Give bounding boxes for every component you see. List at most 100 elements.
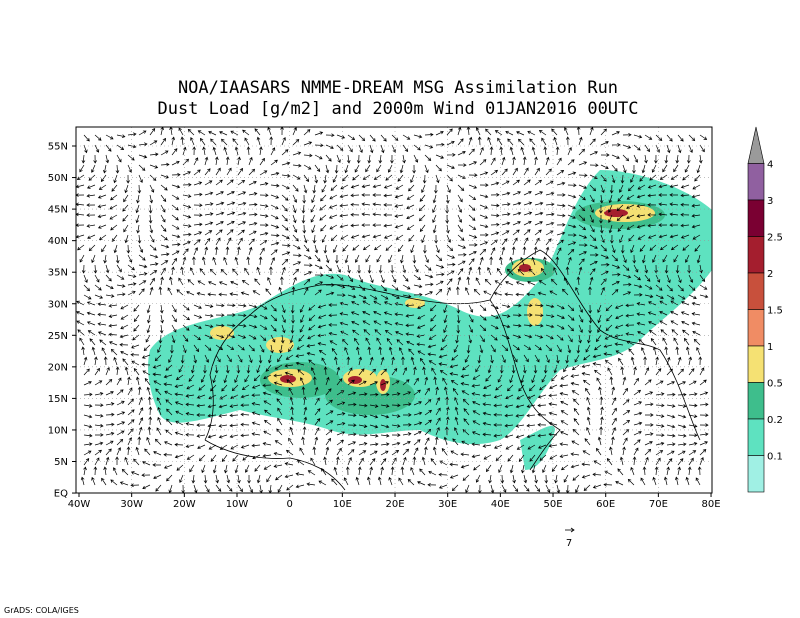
wind-arrow bbox=[358, 433, 368, 438]
wind-arrow bbox=[443, 304, 448, 314]
wind-arrow bbox=[190, 364, 195, 374]
wind-arrow bbox=[236, 364, 241, 374]
wind-arrow bbox=[145, 334, 151, 343]
wind-arrow bbox=[527, 130, 536, 136]
wind-arrow bbox=[352, 244, 360, 251]
wind-arrow bbox=[225, 156, 230, 166]
wind-arrow bbox=[670, 310, 679, 316]
wind-arrow bbox=[251, 393, 261, 398]
wind-arrow bbox=[336, 412, 346, 416]
wind-arrow bbox=[358, 392, 368, 397]
wind-arrow bbox=[534, 167, 540, 176]
wind-arrow bbox=[383, 184, 393, 189]
wind-arrow bbox=[565, 136, 570, 146]
wind-arrow bbox=[225, 364, 230, 374]
wind-arrow bbox=[477, 266, 482, 276]
wind-arrow bbox=[157, 406, 162, 416]
wind-arrow bbox=[446, 244, 454, 252]
wind-arrow bbox=[356, 346, 360, 356]
wind-arrow bbox=[567, 183, 577, 188]
wind-arrow bbox=[171, 160, 180, 166]
wind-arrow bbox=[633, 447, 639, 456]
wind-arrow bbox=[240, 433, 250, 438]
wind-arrow bbox=[328, 204, 338, 209]
wind-arrow bbox=[314, 436, 319, 446]
wind-arrow bbox=[367, 346, 372, 356]
wind-arrow bbox=[497, 374, 503, 383]
wind-arrow bbox=[378, 154, 383, 164]
wind-arrow bbox=[285, 449, 294, 456]
wind-arrow bbox=[340, 234, 349, 240]
wind-arrow bbox=[388, 346, 393, 356]
wind-arrow bbox=[644, 379, 652, 386]
wind-arrow bbox=[171, 304, 177, 313]
wind-arrow bbox=[655, 134, 663, 141]
wind-arrow bbox=[248, 168, 256, 176]
wind-arrow bbox=[171, 224, 180, 230]
wind-arrow bbox=[133, 314, 140, 323]
wind-arrow bbox=[698, 356, 703, 366]
wind-arrow bbox=[185, 394, 195, 398]
wind-arrow bbox=[457, 138, 464, 146]
wind-arrow bbox=[457, 163, 467, 167]
wind-arrow bbox=[253, 374, 261, 382]
wind-arrow bbox=[453, 344, 459, 353]
wind-arrow bbox=[270, 249, 278, 256]
wind-arrow bbox=[88, 244, 96, 252]
wind-arrow bbox=[166, 474, 173, 482]
wind-arrow bbox=[325, 164, 330, 174]
wind-arrow bbox=[320, 467, 327, 476]
wind-arrow bbox=[490, 304, 499, 310]
wind-arrow bbox=[652, 346, 657, 356]
wind-arrow bbox=[490, 213, 500, 218]
wind-arrow bbox=[402, 134, 411, 140]
wind-arrow bbox=[435, 142, 445, 147]
wind-arrow bbox=[446, 254, 456, 259]
wind-arrow bbox=[699, 402, 709, 407]
wind-arrow bbox=[193, 239, 201, 246]
wind-arrow bbox=[380, 294, 389, 300]
wind-arrow bbox=[531, 374, 536, 384]
wind-arrow bbox=[545, 334, 554, 340]
wind-arrow bbox=[115, 456, 119, 466]
wind-arrow bbox=[152, 364, 162, 369]
wind-arrow bbox=[522, 246, 527, 256]
wind-arrow bbox=[501, 334, 510, 340]
wind-arrow bbox=[362, 244, 371, 251]
wind-arrow bbox=[83, 380, 92, 386]
wind-arrow bbox=[105, 422, 115, 427]
wind-arrow bbox=[644, 423, 654, 427]
wind-arrow bbox=[149, 286, 154, 296]
wind-arrow bbox=[468, 161, 478, 166]
wind-arrow bbox=[325, 264, 332, 272]
wind-arrow bbox=[677, 414, 687, 419]
wind-arrow bbox=[171, 257, 177, 266]
wind-arrow bbox=[290, 416, 294, 426]
wind-arrow bbox=[259, 204, 269, 208]
wind-arrow bbox=[201, 464, 206, 474]
wind-arrow bbox=[281, 251, 291, 256]
wind-arrow bbox=[431, 367, 437, 376]
wind-arrow bbox=[306, 351, 316, 356]
wind-arrow bbox=[350, 184, 360, 189]
wind-arrow bbox=[512, 474, 516, 484]
wind-arrow bbox=[622, 428, 630, 436]
wind-arrow bbox=[443, 324, 448, 334]
wind-arrow bbox=[449, 364, 459, 369]
wind-arrow bbox=[147, 426, 152, 436]
wind-arrow bbox=[369, 424, 379, 429]
wind-arrow bbox=[515, 292, 525, 297]
wind-arrow bbox=[666, 404, 676, 408]
wind-arrow bbox=[586, 406, 591, 416]
wind-arrow bbox=[583, 484, 591, 491]
wind-arrow bbox=[454, 416, 459, 426]
wind-arrow bbox=[176, 289, 184, 296]
wind-arrow bbox=[376, 337, 382, 346]
wind-arrow bbox=[300, 314, 305, 323]
wind-arrow bbox=[391, 134, 399, 141]
wind-arrow bbox=[589, 268, 596, 276]
wind-arrow bbox=[127, 376, 131, 386]
wind-arrow bbox=[160, 150, 169, 156]
wind-arrow bbox=[91, 476, 96, 486]
wind-arrow bbox=[394, 204, 404, 208]
